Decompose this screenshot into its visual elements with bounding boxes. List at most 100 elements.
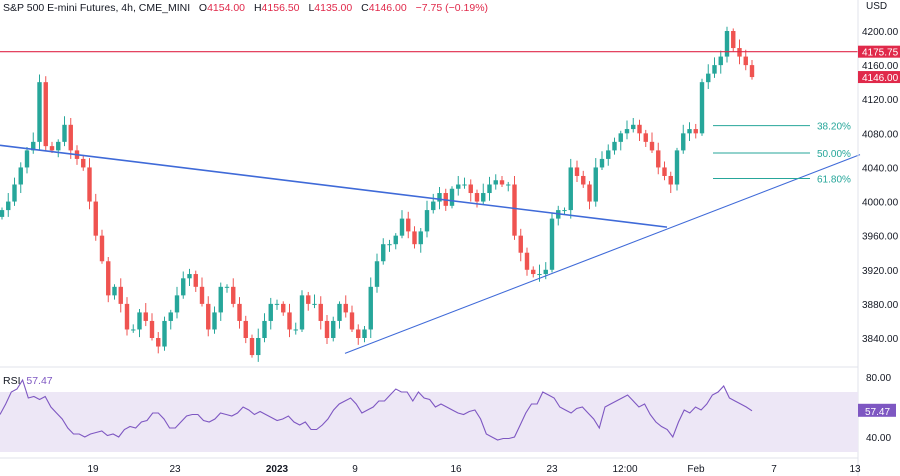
- candle: [743, 49, 748, 71]
- candle-body: [562, 210, 567, 212]
- candle: [343, 295, 348, 318]
- candle-body: [393, 235, 398, 245]
- candle-body: [574, 167, 580, 176]
- candle: [556, 205, 561, 226]
- price-pane[interactable]: 38.20% 50.00% 61.80%: [0, 26, 861, 362]
- candle: [37, 74, 42, 150]
- rsi-line[interactable]: [0, 378, 753, 441]
- candle-body: [306, 295, 311, 304]
- candle-body: [549, 218, 555, 270]
- candle: [549, 212, 555, 273]
- candle: [656, 142, 661, 175]
- candle-body: [524, 252, 530, 270]
- candle: [99, 229, 105, 264]
- candle: [568, 158, 573, 219]
- candle: [81, 155, 86, 171]
- candle: [724, 26, 730, 63]
- candle: [399, 210, 405, 239]
- candle-body: [618, 133, 623, 142]
- candle: [24, 146, 30, 174]
- candle: [6, 193, 11, 217]
- candle-body: [274, 303, 280, 305]
- candle-body: [543, 269, 548, 275]
- candle: [324, 314, 330, 344]
- candle: [349, 305, 355, 333]
- candle-body: [712, 65, 717, 74]
- candle-body: [299, 295, 305, 330]
- candle-body: [599, 158, 605, 168]
- candle-body: [481, 193, 486, 202]
- candle: [687, 122, 692, 142]
- candle: [431, 193, 436, 214]
- candle-body: [112, 286, 117, 296]
- price-axis[interactable]: USD 4200.00 4160.00 4120.00 4080.00 4040.00 40…: [858, 1, 900, 345]
- rsi-value: 57.47: [26, 375, 53, 387]
- candle: [499, 175, 505, 188]
- candle-body: [218, 286, 223, 313]
- candle-body: [531, 269, 536, 275]
- candle-body: [568, 167, 573, 211]
- candle: [212, 306, 217, 334]
- time-tick: 7: [771, 464, 777, 475]
- high-value: 4156.50: [261, 2, 300, 14]
- candle-body: [437, 193, 442, 202]
- candle-body: [99, 235, 105, 262]
- candle: [681, 124, 686, 154]
- candle-body: [162, 320, 167, 347]
- candle-body: [106, 261, 111, 296]
- rsi-legend: RSI 57.47: [3, 375, 53, 387]
- price-tick: 4160.00: [862, 61, 899, 72]
- candle-body: [181, 278, 186, 296]
- candle-body: [687, 129, 692, 134]
- candle-body: [606, 150, 611, 159]
- candle-body: [312, 303, 317, 305]
- rsi-pane[interactable]: 80.00 40.00 57.47: [0, 373, 896, 452]
- candle-body: [424, 210, 430, 232]
- candle-body: [149, 320, 155, 338]
- candle: [524, 247, 530, 276]
- candle: [374, 253, 380, 293]
- candle: [237, 297, 242, 329]
- candle: [137, 309, 142, 338]
- candle: [637, 119, 642, 142]
- candle-body: [174, 295, 180, 313]
- candle: [162, 316, 167, 351]
- candle: [206, 296, 211, 337]
- candle-body: [624, 129, 630, 134]
- candle-body: [6, 201, 11, 211]
- candle-body: [49, 146, 55, 151]
- price-tick: 4080.00: [862, 129, 899, 140]
- candle-body: [124, 303, 130, 330]
- fib-label: 61.80%: [817, 175, 851, 186]
- candle-body: [493, 180, 498, 185]
- candle: [606, 144, 611, 166]
- candle: [12, 177, 17, 206]
- descending-trendline[interactable]: [0, 144, 668, 228]
- candle: [574, 160, 580, 182]
- change-value: −7.75 (−0.19%): [415, 2, 489, 14]
- last-price-tag: [858, 71, 900, 84]
- candle: [599, 151, 605, 171]
- candle-body: [731, 31, 736, 49]
- time-axis[interactable]: 19 23 2023 9 16 23 12:00 Feb 7 13: [87, 464, 861, 475]
- candle: [618, 130, 623, 151]
- candle: [699, 78, 705, 136]
- candle: [387, 239, 392, 252]
- candle: [31, 132, 36, 154]
- candle-body: [506, 184, 511, 186]
- candle: [143, 303, 148, 327]
- candle-body: [62, 124, 67, 142]
- candle-body: [387, 244, 392, 246]
- ascending-trendline[interactable]: [344, 154, 861, 354]
- candle-body: [93, 201, 98, 236]
- candle: [581, 170, 586, 188]
- time-tick: 2023: [266, 464, 289, 475]
- candle-body: [343, 303, 348, 313]
- candle-body: [643, 133, 648, 142]
- candle: [456, 175, 461, 196]
- candle: [449, 186, 455, 209]
- candle: [262, 313, 267, 343]
- candle: [406, 211, 411, 239]
- candle: [662, 161, 667, 181]
